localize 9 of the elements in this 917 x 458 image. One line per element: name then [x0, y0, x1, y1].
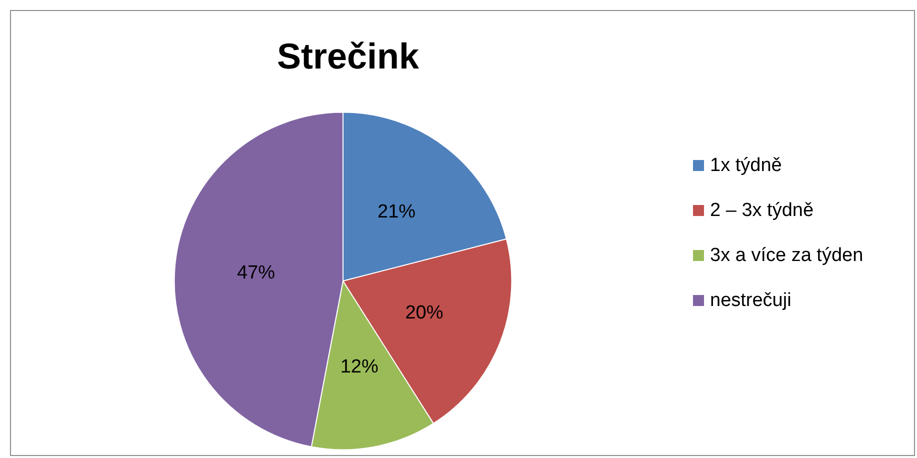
data-label: 21%: [378, 201, 416, 222]
legend-label: 3x a více za týden: [710, 245, 864, 266]
legend-label: nestrečuji: [710, 290, 792, 311]
data-label: 20%: [405, 302, 444, 324]
chart-title: Strečink: [276, 36, 420, 76]
legend-label: 2 – 3x týdně: [710, 200, 814, 221]
legend-label: 1x týdně: [710, 155, 782, 176]
data-label: 47%: [237, 262, 276, 284]
data-label: 12%: [340, 356, 378, 378]
